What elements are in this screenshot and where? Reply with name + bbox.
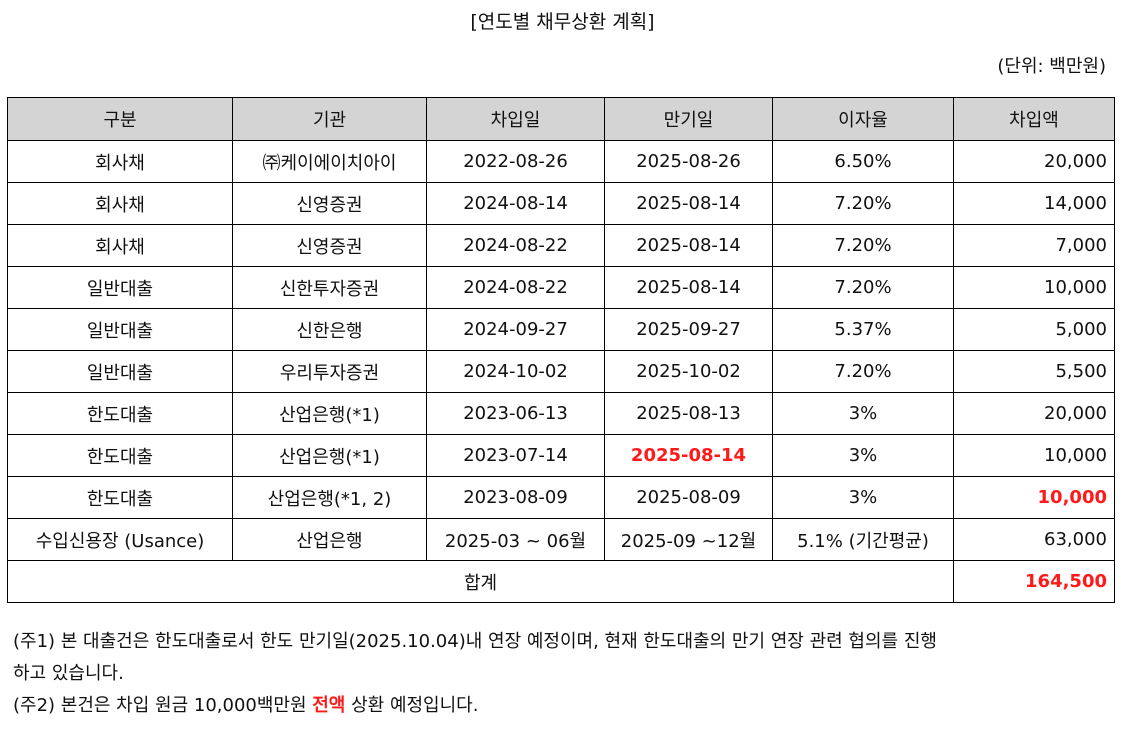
category-cell: 수입신용장 (Usance): [7, 518, 233, 561]
total-amount: 164,500: [953, 560, 1115, 603]
maturity-date-cell: 2025-08-14: [604, 266, 773, 309]
maturity-date-cell: 2025-09 ~12월: [604, 518, 773, 561]
category-cell: 회사채: [7, 224, 233, 267]
column-header-borrow-date: 차입일: [426, 97, 605, 141]
borrow-date-cell: 2024-09-27: [426, 308, 605, 351]
interest-rate-cell: 5.1% (기간평균): [772, 518, 954, 561]
amount-cell-highlighted: 10,000: [953, 476, 1115, 519]
category-cell: 일반대출: [7, 308, 233, 351]
maturity-date-cell: 2025-08-14: [604, 182, 773, 225]
table-row: 한도대출 산업은행(*1, 2) 2023-08-09 2025-08-09 3…: [7, 476, 1115, 519]
category-cell: 일반대출: [7, 266, 233, 309]
borrow-date-cell: 2024-08-22: [426, 224, 605, 267]
interest-rate-cell: 7.20%: [772, 266, 954, 309]
footnotes: (주1) 본 대출건은 한도대출로서 한도 만기일(2025.10.04)내 연…: [13, 626, 1113, 722]
category-cell: 한도대출: [7, 476, 233, 519]
borrow-date-cell: 2025-03 ~ 06월: [426, 518, 605, 561]
category-cell: 한도대출: [7, 392, 233, 435]
amount-cell: 10,000: [953, 266, 1115, 309]
borrow-date-cell: 2022-08-26: [426, 140, 605, 183]
column-header-interest-rate: 이자율: [772, 97, 954, 141]
maturity-date-cell: 2025-10-02: [604, 350, 773, 393]
borrow-date-cell: 2024-08-14: [426, 182, 605, 225]
institution-cell: ㈜케이에이치아이: [232, 140, 427, 183]
institution-cell: 신한투자증권: [232, 266, 427, 309]
footnote-2-text-before: (주2) 본건은 차입 원금 10,000백만원: [13, 695, 313, 716]
footnote-1-line-1: (주1) 본 대출건은 한도대출로서 한도 만기일(2025.10.04)내 연…: [13, 631, 937, 652]
amount-cell: 10,000: [953, 434, 1115, 477]
interest-rate-cell: 7.20%: [772, 224, 954, 267]
amount-cell: 63,000: [953, 518, 1115, 561]
borrow-date-cell: 2023-08-09: [426, 476, 605, 519]
borrow-date-cell: 2024-10-02: [426, 350, 605, 393]
unit-label: (단위: 백만원): [997, 56, 1106, 77]
maturity-date-cell: 2025-08-26: [604, 140, 773, 183]
maturity-date-cell: 2025-08-13: [604, 392, 773, 435]
column-header-amount: 차입액: [953, 97, 1115, 141]
maturity-date-cell: 2025-08-09: [604, 476, 773, 519]
table-row: 회사채 ㈜케이에이치아이 2022-08-26 2025-08-26 6.50%…: [7, 140, 1115, 183]
institution-cell: 신한은행: [232, 308, 427, 351]
category-cell: 일반대출: [7, 350, 233, 393]
footnote-1-line-2: 하고 있습니다.: [13, 663, 124, 684]
maturity-date-cell: 2025-08-14: [604, 224, 773, 267]
column-header-category: 구분: [7, 97, 233, 141]
interest-rate-cell: 3%: [772, 476, 954, 519]
document-title: [연도별 채무상환 계획]: [470, 11, 655, 33]
amount-cell: 5,500: [953, 350, 1115, 393]
borrow-date-cell: 2023-07-14: [426, 434, 605, 477]
table-row: 회사채 신영증권 2024-08-22 2025-08-14 7.20% 7,0…: [7, 224, 1115, 267]
institution-cell: 산업은행(*1): [232, 392, 427, 435]
borrow-date-cell: 2023-06-13: [426, 392, 605, 435]
table-header-row: 구분 기관 차입일 만기일 이자율 차입액: [7, 97, 1115, 141]
category-cell: 회사채: [7, 182, 233, 225]
table-row: 한도대출 산업은행(*1) 2023-06-13 2025-08-13 3% 2…: [7, 392, 1115, 435]
institution-cell: 신영증권: [232, 182, 427, 225]
institution-cell: 우리투자증권: [232, 350, 427, 393]
interest-rate-cell: 6.50%: [772, 140, 954, 183]
maturity-date-cell: 2025-09-27: [604, 308, 773, 351]
amount-cell: 7,000: [953, 224, 1115, 267]
table-row: 한도대출 산업은행(*1) 2023-07-14 2025-08-14 3% 1…: [7, 434, 1115, 477]
amount-cell: 20,000: [953, 392, 1115, 435]
footnote-2-highlight: 전액: [312, 695, 346, 716]
column-header-maturity-date: 만기일: [604, 97, 773, 141]
table-row: 일반대출 신한은행 2024-09-27 2025-09-27 5.37% 5,…: [7, 308, 1115, 351]
amount-cell: 5,000: [953, 308, 1115, 351]
amount-cell: 20,000: [953, 140, 1115, 183]
column-header-institution: 기관: [232, 97, 427, 141]
institution-cell: 산업은행(*1): [232, 434, 427, 477]
total-row: 합계 164,500: [7, 560, 1115, 603]
interest-rate-cell: 3%: [772, 392, 954, 435]
institution-cell: 산업은행: [232, 518, 427, 561]
institution-cell: 신영증권: [232, 224, 427, 267]
total-label: 합계: [7, 560, 954, 603]
category-cell: 한도대출: [7, 434, 233, 477]
institution-cell: 산업은행(*1, 2): [232, 476, 427, 519]
table-row: 일반대출 신한투자증권 2024-08-22 2025-08-14 7.20% …: [7, 266, 1115, 309]
maturity-date-cell-highlighted: 2025-08-14: [604, 434, 773, 477]
category-cell: 회사채: [7, 140, 233, 183]
interest-rate-cell: 7.20%: [772, 350, 954, 393]
amount-cell: 14,000: [953, 182, 1115, 225]
debt-repayment-table: 구분 기관 차입일 만기일 이자율 차입액 회사채 ㈜케이에이치아이 2022-…: [7, 97, 1115, 603]
interest-rate-cell: 5.37%: [772, 308, 954, 351]
interest-rate-cell: 3%: [772, 434, 954, 477]
table-row: 일반대출 우리투자증권 2024-10-02 2025-10-02 7.20% …: [7, 350, 1115, 393]
table-row: 수입신용장 (Usance) 산업은행 2025-03 ~ 06월 2025-0…: [7, 518, 1115, 561]
footnote-2-text-after: 상환 예정입니다.: [345, 695, 479, 716]
borrow-date-cell: 2024-08-22: [426, 266, 605, 309]
table-row: 회사채 신영증권 2024-08-14 2025-08-14 7.20% 14,…: [7, 182, 1115, 225]
interest-rate-cell: 7.20%: [772, 182, 954, 225]
footnote-2: (주2) 본건은 차입 원금 10,000백만원 전액 상환 예정입니다.: [13, 690, 1113, 722]
